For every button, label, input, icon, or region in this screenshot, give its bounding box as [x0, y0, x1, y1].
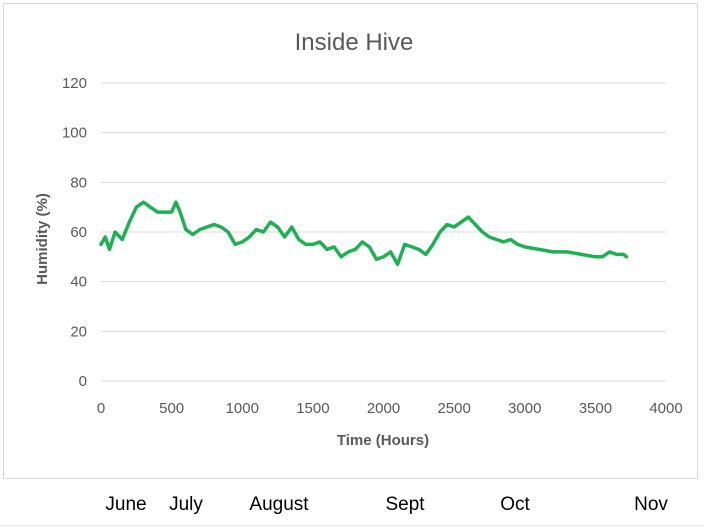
series-layer	[99, 200, 629, 267]
x-tick-label: 2000	[367, 400, 400, 417]
month-labels: June July August Sept Oct Nov	[0, 494, 704, 522]
chart-title: Inside Hive	[295, 29, 414, 56]
y-tick-label: 80	[70, 174, 87, 191]
x-axis-title: Time (Hours)	[337, 432, 429, 449]
month-label-sept: Sept	[385, 494, 425, 515]
x-tick-label: 0	[97, 400, 105, 417]
humidity-chart: Inside Hive 0 20 40 60 80 100 120 0 500 1000 1500…	[34, 29, 683, 449]
y-axis-title: Humidity (%)	[34, 193, 51, 285]
x-tick-label: 1500	[296, 400, 329, 417]
y-tick-labels: 0 20 40 60 80 100 120	[62, 75, 87, 390]
y-tick-label: 100	[62, 125, 87, 142]
x-tick-label: 1000	[226, 400, 259, 417]
x-tick-labels: 0 500 1000 1500 2000 2500 3000 3500 4000	[97, 400, 683, 417]
bottom-divider	[0, 525, 704, 526]
month-label-july: July	[169, 494, 203, 515]
x-tick-label: 500	[159, 400, 184, 417]
y-tick-label: 0	[79, 373, 87, 390]
y-tick-label: 40	[70, 274, 87, 291]
month-label-june: June	[105, 494, 147, 515]
gridlines	[101, 82, 666, 382]
y-tick-label: 20	[70, 323, 87, 340]
month-label-august: August	[249, 494, 309, 515]
y-tick-label: 120	[62, 75, 87, 92]
x-tick-label: 3000	[508, 400, 541, 417]
x-tick-label: 4000	[649, 400, 682, 417]
month-label-nov: Nov	[634, 494, 668, 515]
y-tick-label: 60	[70, 224, 87, 241]
month-label-oct: Oct	[500, 494, 530, 515]
x-tick-label: 2500	[437, 400, 470, 417]
x-tick-label: 3500	[579, 400, 612, 417]
chart-frame: Inside Hive 0 20 40 60 80 100 120 0 500 1000 1500…	[3, 3, 698, 479]
series-line-0	[99, 200, 629, 267]
